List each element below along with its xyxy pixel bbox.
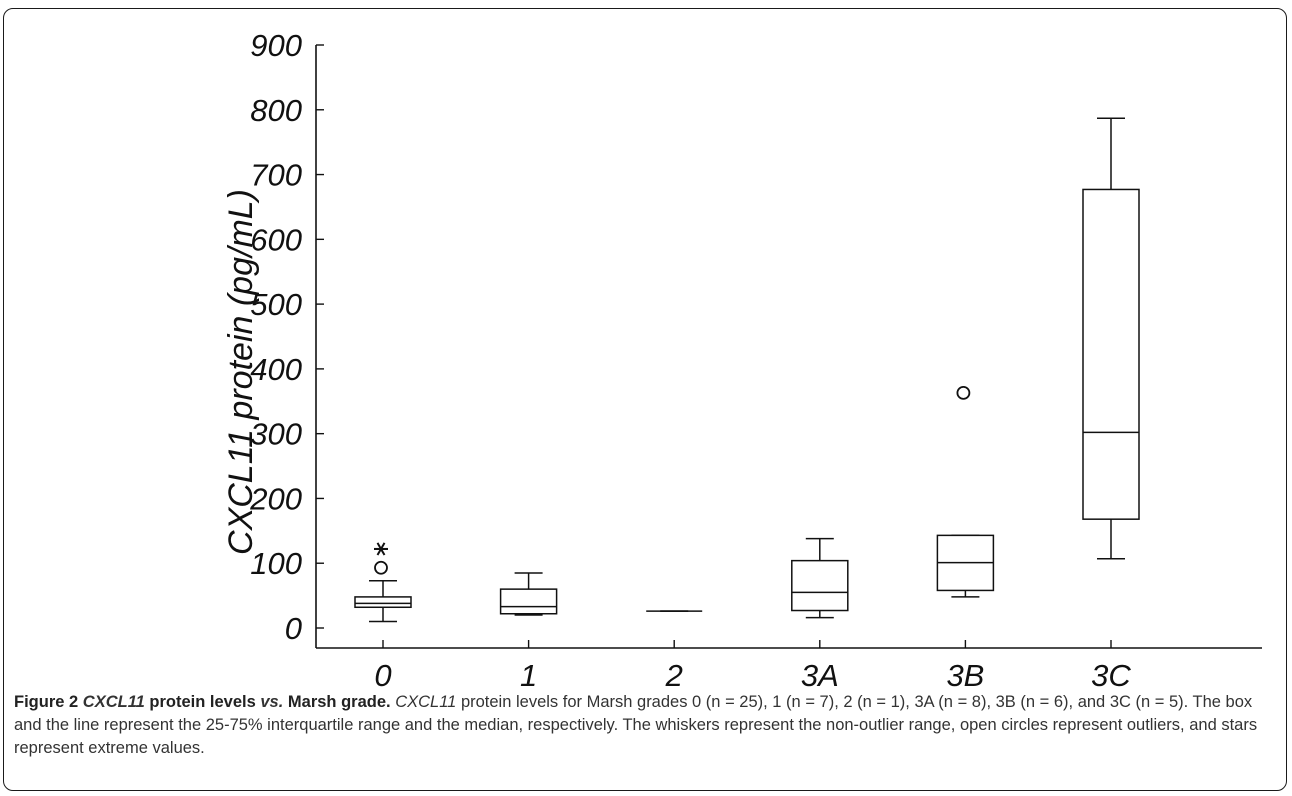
y-tick-label: 500 — [250, 287, 302, 322]
iqr-box — [1082, 188, 1140, 520]
box-plot-chart: 0 100 200 300 400 500 600 700 800 900 0 1 2 3A 3B 3C C… — [222, 28, 1262, 690]
y-tick-label: 200 — [249, 481, 302, 516]
y-tick-label: 800 — [250, 93, 302, 128]
x-tick-label: 2 — [665, 658, 683, 690]
y-tick-label: 100 — [250, 546, 302, 581]
box-3A — [791, 537, 849, 619]
caption-title-vs: vs. — [260, 693, 284, 711]
box-1 — [499, 572, 558, 616]
iqr-box — [791, 559, 849, 612]
iqr-box — [499, 588, 558, 615]
box-3B — [936, 385, 995, 598]
caption-title-mid: protein levels — [144, 693, 261, 711]
box-3C — [1082, 117, 1140, 560]
caption-body-text: protein levels for Marsh grades 0 (n = 2… — [14, 693, 1258, 757]
caption-body-gene: CXCL11 — [395, 693, 457, 711]
y-tick-label: 700 — [250, 158, 302, 193]
outlier-point — [956, 385, 971, 400]
x-tick-label: 3A — [801, 658, 839, 690]
y-tick-label: 0 — [285, 611, 302, 646]
box-0 — [354, 542, 412, 623]
y-tick-label: 900 — [250, 28, 302, 63]
x-tick-label: 3B — [946, 658, 984, 690]
extreme-point — [374, 542, 388, 556]
y-axis-label: CXCL11 protein (pg/mL) — [222, 189, 260, 555]
x-ticks: 0 1 2 3A 3B 3C — [374, 640, 1131, 690]
boxes — [354, 117, 1140, 623]
y-tick-label: 600 — [250, 222, 302, 257]
x-tick-label: 3C — [1091, 658, 1131, 690]
figure-frame — [3, 8, 1287, 791]
x-tick-label: 1 — [520, 658, 537, 690]
caption-title-gene: CXCL11 — [82, 693, 145, 711]
y-tick-label: 300 — [250, 417, 302, 452]
outlier-point — [374, 560, 388, 575]
iqr-box — [354, 596, 412, 609]
caption-title-end: Marsh grade. — [283, 693, 391, 711]
x-tick-label: 0 — [374, 658, 391, 690]
y-ticks: 0 100 200 300 400 500 600 700 800 900 — [249, 28, 324, 646]
y-tick-label: 400 — [250, 352, 302, 387]
caption-label: Figure 2 — [14, 693, 79, 711]
figure-caption: Figure 2 CXCL11 protein levels vs. Marsh… — [14, 691, 1276, 760]
axes — [315, 45, 1262, 649]
